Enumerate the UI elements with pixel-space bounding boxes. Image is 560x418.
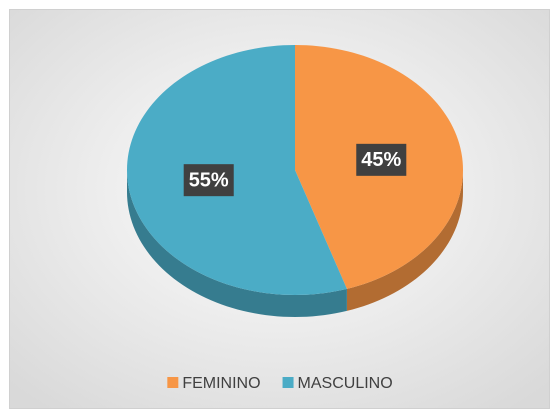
data-label: 45% (361, 149, 401, 171)
slice-side (346, 170, 463, 311)
pie: 45% 55% (127, 45, 463, 317)
slice-side (127, 170, 347, 317)
data-label: 55% (189, 169, 229, 191)
slice (127, 45, 347, 295)
legend-swatch (167, 377, 179, 388)
legend-swatch (282, 377, 294, 388)
legend: FEMININO MASCULINO (167, 375, 393, 392)
legend-label: MASCULINO (298, 375, 393, 392)
data-label-box (356, 143, 407, 176)
data-label-box (183, 164, 234, 197)
legend-label: FEMININO (182, 375, 260, 392)
